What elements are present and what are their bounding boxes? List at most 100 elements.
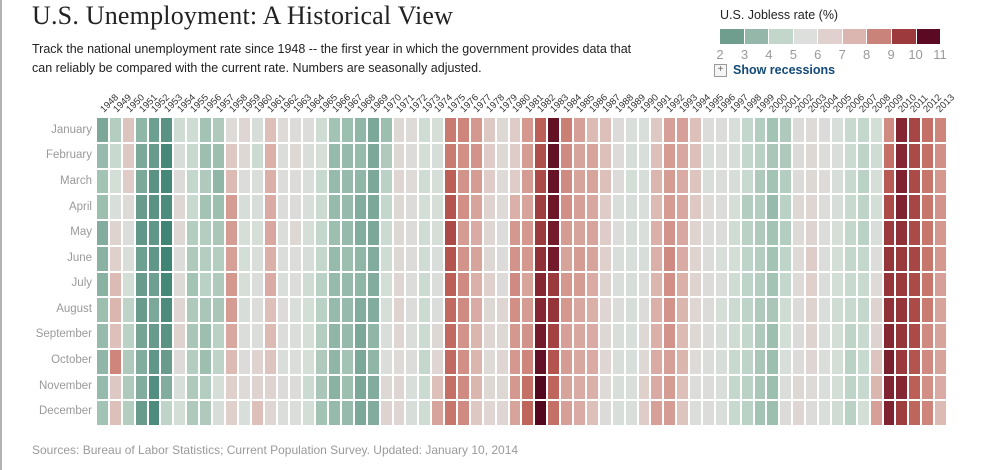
heatmap-cell[interactable]: [174, 143, 186, 168]
heatmap-cell[interactable]: [522, 246, 534, 271]
heatmap-cell[interactable]: [341, 246, 353, 271]
heatmap-cell[interactable]: [341, 349, 353, 374]
heatmap-cell[interactable]: [213, 246, 224, 271]
heatmap-cell[interactable]: [690, 349, 701, 374]
heatmap-cell[interactable]: [883, 349, 895, 374]
heatmap-cell[interactable]: [741, 118, 753, 142]
heatmap-cell[interactable]: [496, 375, 508, 400]
heatmap-cell[interactable]: [367, 375, 379, 400]
heatmap-cell[interactable]: [561, 401, 573, 425]
heatmap-cell[interactable]: [793, 324, 805, 348]
heatmap-cell[interactable]: [831, 195, 843, 219]
heatmap-cell[interactable]: [883, 375, 895, 400]
heatmap-cell[interactable]: [148, 221, 160, 245]
heatmap-cell[interactable]: [548, 272, 560, 297]
heatmap-cell[interactable]: [509, 169, 521, 194]
heatmap-cell[interactable]: [883, 143, 895, 168]
heatmap-cell[interactable]: [329, 298, 340, 322]
heatmap-cell[interactable]: [625, 143, 637, 168]
heatmap-cell[interactable]: [715, 221, 727, 245]
heatmap-cell[interactable]: [896, 272, 908, 297]
heatmap-cell[interactable]: [354, 221, 366, 245]
heatmap-cell[interactable]: [896, 118, 908, 142]
heatmap-cell[interactable]: [677, 195, 689, 219]
heatmap-cell[interactable]: [97, 169, 108, 194]
heatmap-cell[interactable]: [148, 349, 160, 374]
heatmap-cell[interactable]: [174, 324, 186, 348]
heatmap-cell[interactable]: [406, 298, 418, 322]
heatmap-cell[interactable]: [148, 169, 160, 194]
heatmap-cell[interactable]: [148, 272, 160, 297]
heatmap-cell[interactable]: [780, 195, 792, 219]
heatmap-cell[interactable]: [754, 298, 766, 322]
heatmap-cell[interactable]: [329, 118, 340, 142]
heatmap-cell[interactable]: [780, 221, 792, 245]
heatmap-cell[interactable]: [831, 401, 843, 425]
heatmap-cell[interactable]: [561, 298, 573, 322]
heatmap-cell[interactable]: [200, 272, 212, 297]
heatmap-cell[interactable]: [574, 246, 585, 271]
heatmap-cell[interactable]: [548, 169, 560, 194]
heatmap-cell[interactable]: [677, 118, 689, 142]
heatmap-cell[interactable]: [612, 349, 624, 374]
heatmap-cell[interactable]: [651, 246, 663, 271]
heatmap-cell[interactable]: [522, 169, 534, 194]
heatmap-cell[interactable]: [728, 324, 740, 348]
heatmap-cell[interactable]: [251, 401, 263, 425]
heatmap-cell[interactable]: [509, 195, 521, 219]
heatmap-cell[interactable]: [432, 298, 444, 322]
heatmap-cell[interactable]: [561, 375, 573, 400]
heatmap-cell[interactable]: [703, 221, 714, 245]
heatmap-cell[interactable]: [741, 375, 753, 400]
heatmap-cell[interactable]: [741, 324, 753, 348]
heatmap-cell[interactable]: [251, 169, 263, 194]
heatmap-cell[interactable]: [728, 375, 740, 400]
heatmap-cell[interactable]: [341, 298, 353, 322]
heatmap-cell[interactable]: [264, 169, 276, 194]
heatmap-cell[interactable]: [935, 169, 946, 194]
heatmap-cell[interactable]: [857, 143, 869, 168]
heatmap-cell[interactable]: [819, 298, 830, 322]
heatmap-cell[interactable]: [677, 246, 689, 271]
heatmap-cell[interactable]: [109, 272, 121, 297]
heatmap-cell[interactable]: [599, 246, 611, 271]
heatmap-cell[interactable]: [238, 143, 250, 168]
heatmap-cell[interactable]: [264, 272, 276, 297]
heatmap-cell[interactable]: [367, 221, 379, 245]
heatmap-cell[interactable]: [367, 401, 379, 425]
heatmap-cell[interactable]: [574, 324, 585, 348]
heatmap-cell[interactable]: [264, 246, 276, 271]
heatmap-cell[interactable]: [135, 118, 147, 142]
heatmap-cell[interactable]: [251, 195, 263, 219]
heatmap-cell[interactable]: [780, 324, 792, 348]
heatmap-cell[interactable]: [561, 221, 573, 245]
heatmap-cell[interactable]: [741, 272, 753, 297]
heatmap-cell[interactable]: [651, 118, 663, 142]
heatmap-cell[interactable]: [329, 246, 340, 271]
heatmap-cell[interactable]: [393, 375, 405, 400]
heatmap-cell[interactable]: [187, 169, 199, 194]
heatmap-cell[interactable]: [406, 375, 418, 400]
heatmap-cell[interactable]: [161, 375, 173, 400]
heatmap-cell[interactable]: [419, 169, 431, 194]
heatmap-cell[interactable]: [135, 324, 147, 348]
heatmap-cell[interactable]: [509, 349, 521, 374]
heatmap-cell[interactable]: [909, 169, 921, 194]
heatmap-cell[interactable]: [793, 401, 805, 425]
heatmap-cell[interactable]: [458, 401, 469, 425]
heatmap-cell[interactable]: [316, 118, 328, 142]
heatmap-cell[interactable]: [406, 221, 418, 245]
heatmap-cell[interactable]: [677, 375, 689, 400]
heatmap-cell[interactable]: [574, 143, 585, 168]
heatmap-cell[interactable]: [122, 272, 134, 297]
heatmap-cell[interactable]: [303, 375, 315, 400]
heatmap-cell[interactable]: [290, 375, 302, 400]
heatmap-cell[interactable]: [458, 298, 469, 322]
heatmap-cell[interactable]: [819, 375, 830, 400]
heatmap-cell[interactable]: [677, 349, 689, 374]
heatmap-cell[interactable]: [625, 324, 637, 348]
heatmap-cell[interactable]: [329, 349, 340, 374]
heatmap-cell[interactable]: [935, 246, 946, 271]
heatmap-cell[interactable]: [612, 246, 624, 271]
heatmap-cell[interactable]: [870, 195, 882, 219]
